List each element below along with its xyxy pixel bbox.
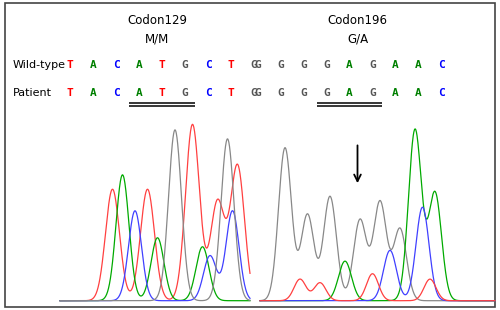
Text: G: G bbox=[277, 60, 284, 70]
Text: A: A bbox=[346, 88, 353, 98]
Text: G: G bbox=[300, 60, 307, 70]
Text: A: A bbox=[136, 60, 142, 70]
Text: A: A bbox=[90, 60, 96, 70]
Text: Patient: Patient bbox=[12, 88, 51, 98]
Text: G/A: G/A bbox=[347, 32, 368, 45]
Text: Wild-type: Wild-type bbox=[12, 60, 66, 70]
Text: A: A bbox=[346, 60, 353, 70]
Text: A: A bbox=[392, 60, 399, 70]
Text: G: G bbox=[182, 88, 188, 98]
Text: A: A bbox=[415, 88, 422, 98]
Text: C: C bbox=[112, 60, 119, 70]
Text: C: C bbox=[438, 88, 445, 98]
Text: T: T bbox=[158, 60, 166, 70]
Text: T: T bbox=[158, 88, 166, 98]
Text: G: G bbox=[277, 88, 284, 98]
Text: T: T bbox=[66, 88, 73, 98]
FancyBboxPatch shape bbox=[5, 3, 495, 307]
Text: A: A bbox=[90, 88, 96, 98]
Text: G: G bbox=[369, 60, 376, 70]
Text: C: C bbox=[112, 88, 119, 98]
Text: Codon129: Codon129 bbox=[128, 14, 188, 27]
Text: A: A bbox=[136, 88, 142, 98]
Text: M/M: M/M bbox=[146, 32, 170, 45]
Text: T: T bbox=[66, 60, 73, 70]
Text: C: C bbox=[204, 60, 212, 70]
Text: G: G bbox=[250, 60, 258, 70]
Text: T: T bbox=[228, 60, 234, 70]
Text: G: G bbox=[323, 60, 330, 70]
Text: A: A bbox=[415, 60, 422, 70]
Text: C: C bbox=[438, 60, 445, 70]
Text: G: G bbox=[250, 88, 258, 98]
Text: G: G bbox=[300, 88, 307, 98]
Text: G: G bbox=[254, 88, 261, 98]
Text: G: G bbox=[182, 60, 188, 70]
Text: A: A bbox=[392, 88, 399, 98]
Text: G: G bbox=[369, 88, 376, 98]
Text: Codon196: Codon196 bbox=[328, 14, 388, 27]
Text: G: G bbox=[254, 60, 261, 70]
Text: T: T bbox=[228, 88, 234, 98]
Text: C: C bbox=[204, 88, 212, 98]
Text: G: G bbox=[323, 88, 330, 98]
